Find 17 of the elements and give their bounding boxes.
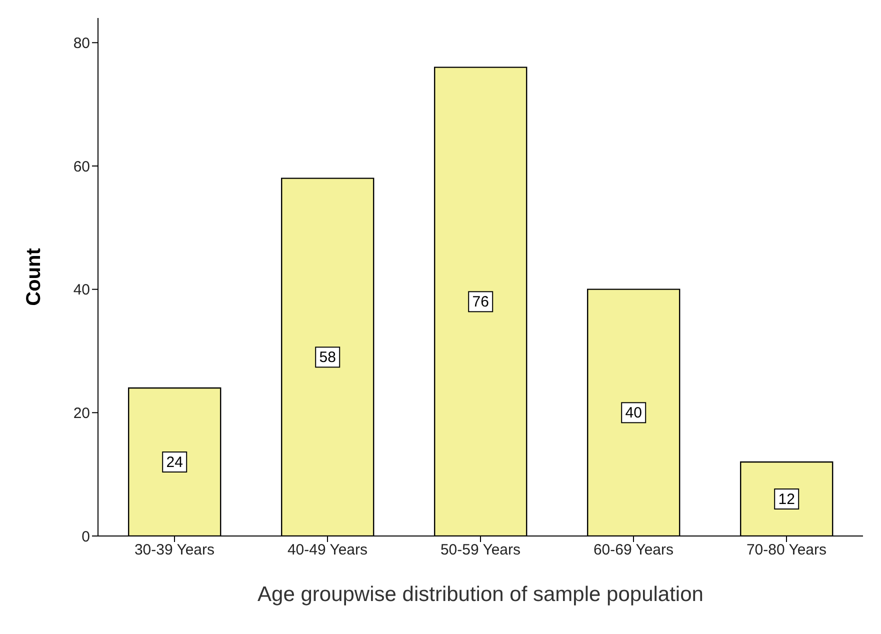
x-axis-title: Age groupwise distribution of sample population bbox=[258, 583, 704, 606]
data-label: 12 bbox=[778, 491, 795, 508]
x-tick-label: 70-80 Years bbox=[746, 542, 827, 559]
data-label: 58 bbox=[319, 349, 336, 366]
x-tick-label: 50-59 Years bbox=[440, 542, 521, 559]
x-tick-label: 30-39 Years bbox=[134, 542, 215, 559]
y-tick-label: 60 bbox=[73, 158, 90, 176]
y-axis-title: Count bbox=[23, 248, 46, 306]
x-tick-label: 60-69 Years bbox=[593, 542, 674, 559]
data-label: 40 bbox=[625, 404, 642, 422]
data-label: 76 bbox=[472, 294, 489, 311]
y-tick-label: 40 bbox=[73, 282, 90, 299]
y-tick-label: 0 bbox=[82, 528, 90, 546]
x-tick-label: 40-49 Years bbox=[287, 542, 368, 559]
y-tick-label: 80 bbox=[73, 34, 90, 52]
y-tick-label: 20 bbox=[73, 404, 90, 422]
data-label: 24 bbox=[166, 454, 183, 471]
